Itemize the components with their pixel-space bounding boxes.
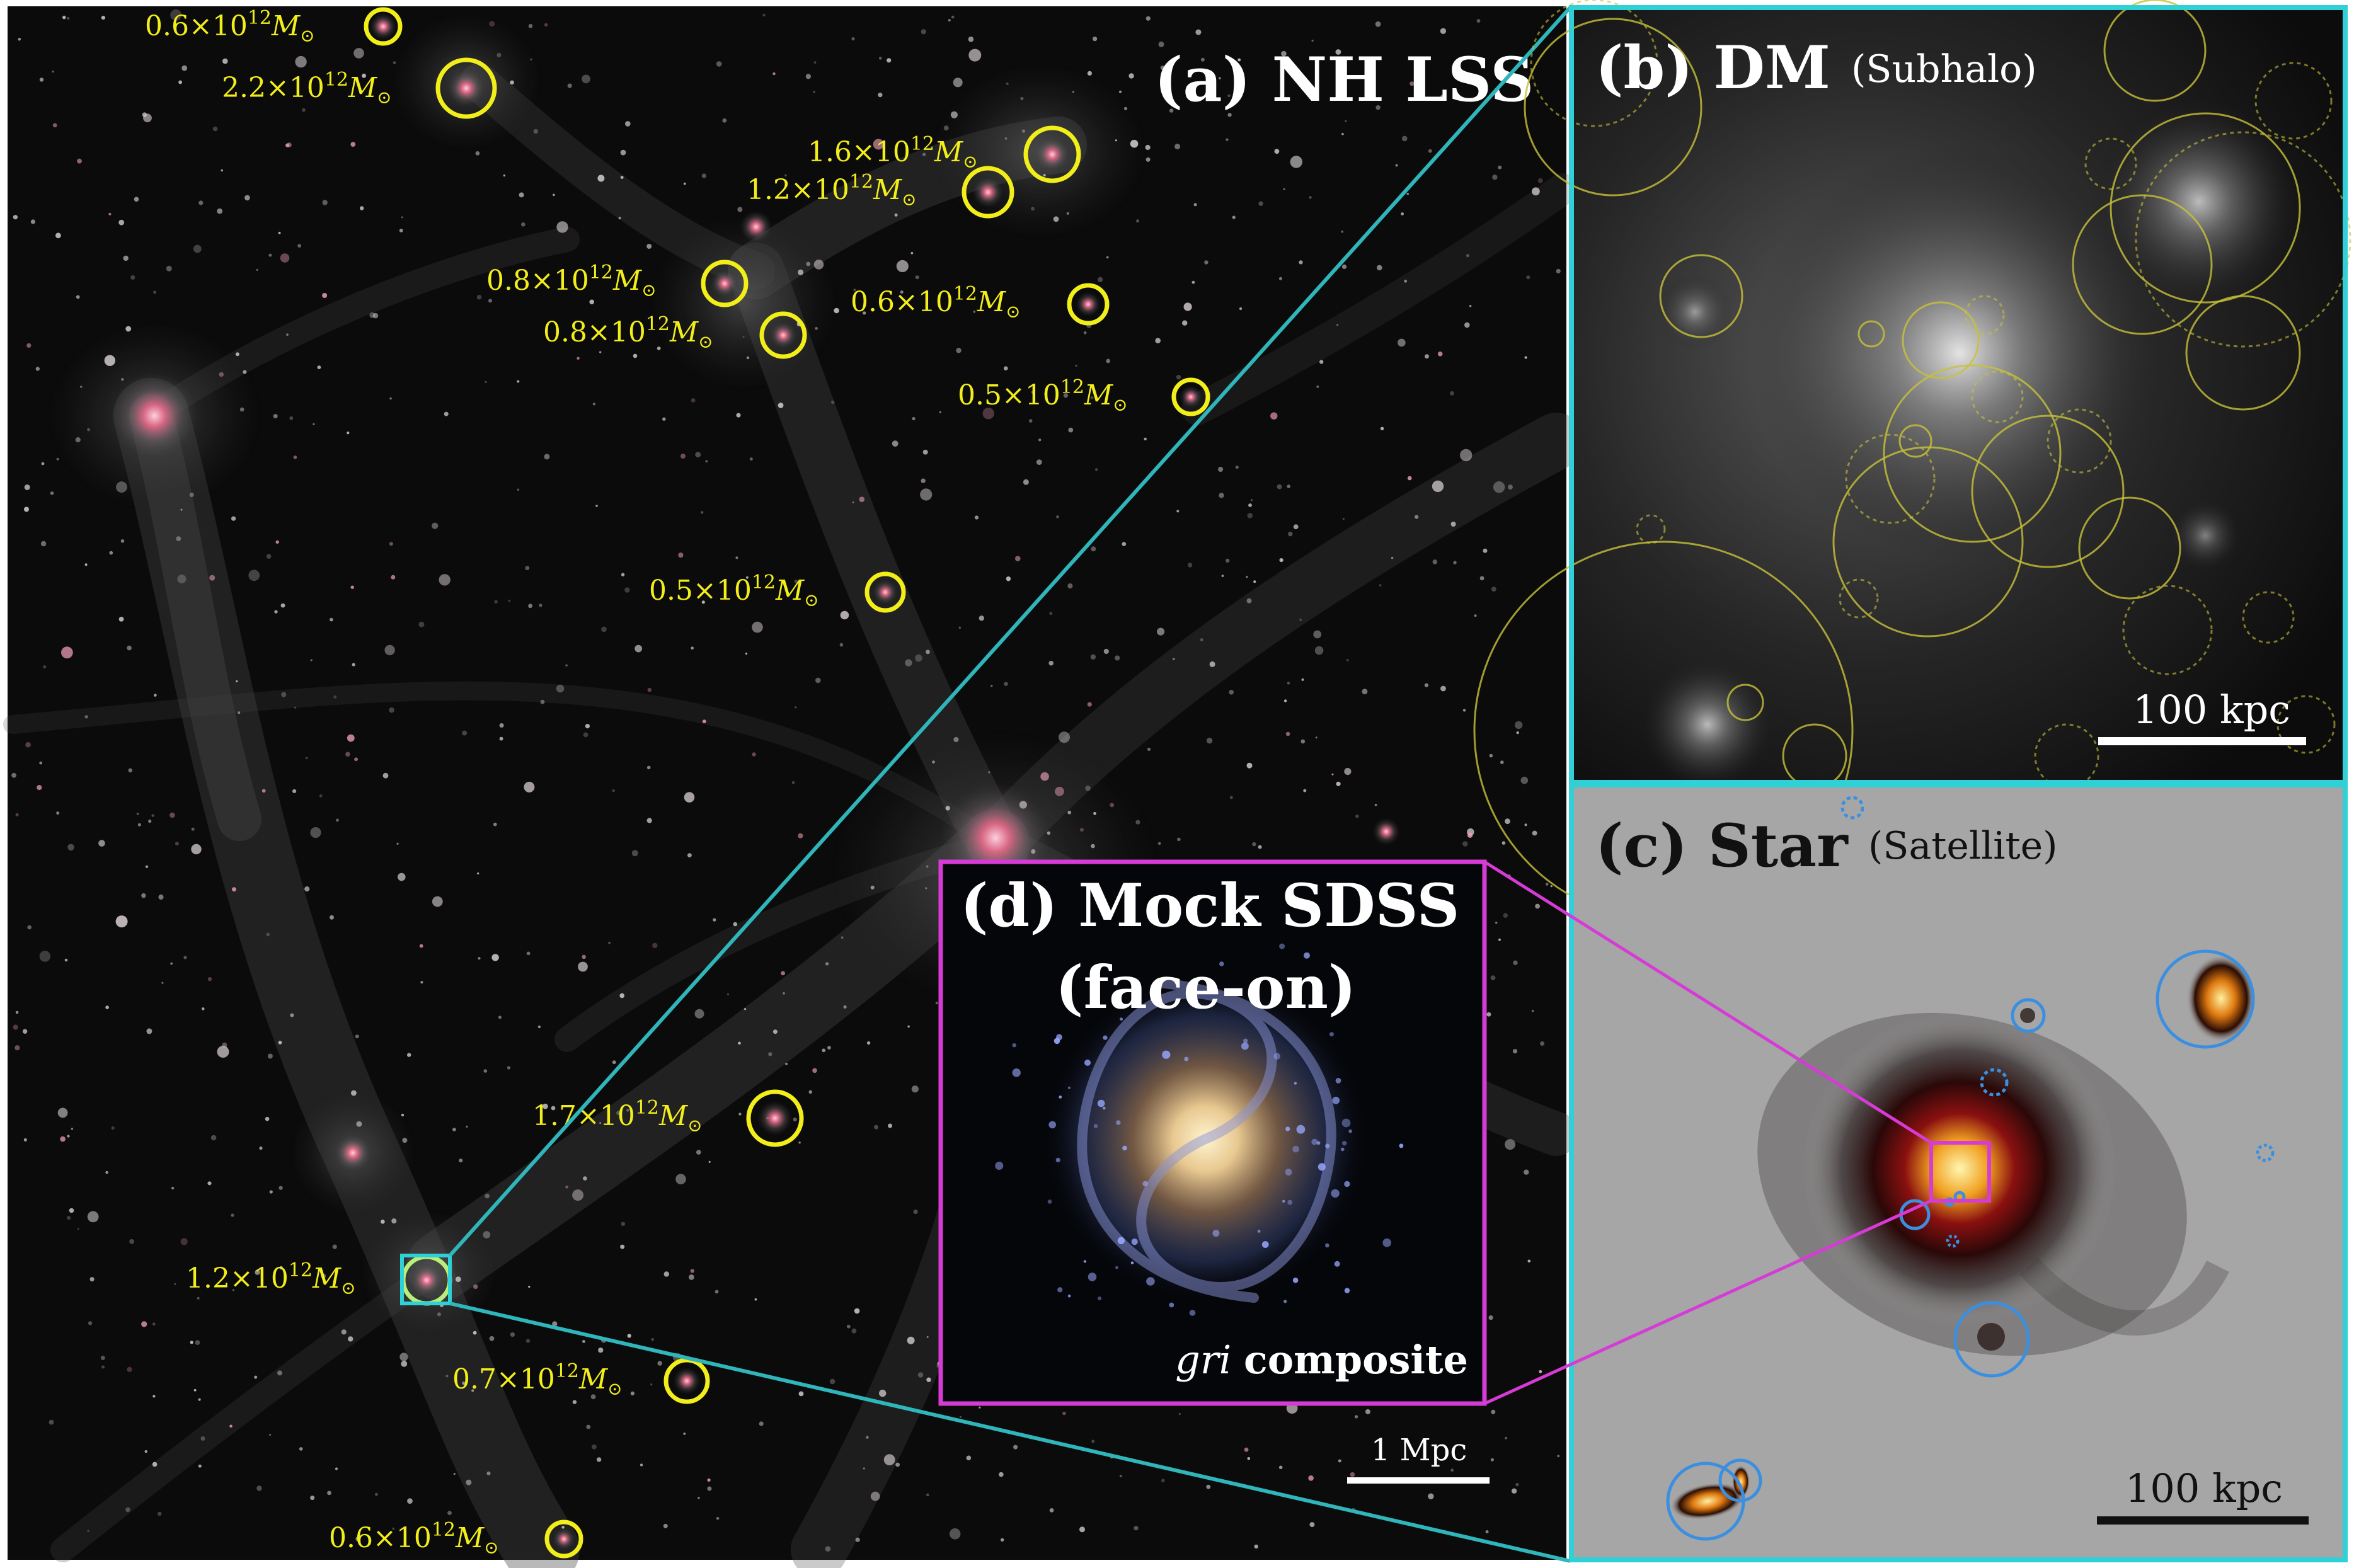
panel-a-title: (a) NH LSS bbox=[1154, 44, 1534, 115]
halo-mass-labels: 0.6×1012M⊙ 2.2×1012M⊙ 1.6×1012M⊙ 1.2×101… bbox=[145, 7, 1128, 1558]
scale-bar bbox=[2097, 1516, 2309, 1525]
halo-marker bbox=[364, 7, 403, 46]
spiral-arms bbox=[1077, 978, 1336, 1303]
halo-marker bbox=[663, 1358, 710, 1404]
halo-mass-label: 1.2×1012M⊙ bbox=[186, 1259, 356, 1298]
panel-b-title: (b) DM bbox=[1595, 33, 1830, 103]
satellite-marker bbox=[2256, 1143, 2275, 1162]
satellite-marker bbox=[1840, 796, 1864, 820]
panel-d-title-line2: (face-on) bbox=[1055, 953, 1356, 1022]
panel-c-scale-bar: 100 kpc bbox=[2097, 1465, 2309, 1525]
zoom-connectors-sdss bbox=[1483, 860, 1932, 1405]
halo-mass-label: 1.6×1012M⊙ bbox=[808, 133, 978, 172]
halo-marker bbox=[544, 1519, 583, 1559]
halo-marker bbox=[701, 260, 749, 307]
halo-mass-label: 0.8×1012M⊙ bbox=[543, 313, 713, 352]
halo-marker bbox=[435, 57, 497, 119]
scale-bar bbox=[1347, 1477, 1490, 1484]
satellite-marker bbox=[1946, 1234, 1960, 1248]
halo-mass-label: 0.5×1012M⊙ bbox=[649, 571, 819, 610]
satellite-marker bbox=[2156, 949, 2255, 1049]
halo-mass-label: 0.7×1012M⊙ bbox=[452, 1360, 623, 1399]
panel-c-star: (c) Star (Satellite) 100 kpc bbox=[1569, 782, 2348, 1562]
halo-marker bbox=[401, 1254, 452, 1306]
satellite-marker bbox=[2011, 998, 2046, 1033]
panel-c-frame bbox=[1569, 782, 2348, 1562]
subhalo-circles bbox=[1473, 0, 2351, 921]
halo-marker bbox=[962, 166, 1014, 219]
halo-mass-label: 2.2×1012M⊙ bbox=[222, 69, 392, 108]
halo-mass-label: 0.6×1012M⊙ bbox=[329, 1519, 499, 1558]
panel-b-scale-bar: 100 kpc bbox=[2098, 687, 2306, 745]
panel-b-subtitle: (Subhalo) bbox=[1851, 47, 2037, 91]
panel-d-caption: gri composite bbox=[1175, 1337, 1468, 1383]
halo-mass-label: 1.7×1012M⊙ bbox=[532, 1097, 703, 1136]
zoom-connectors-dm bbox=[400, 6, 1572, 1563]
halo-mass-label: 0.8×1012M⊙ bbox=[486, 261, 657, 300]
halo-mass-label: 1.2×1012M⊙ bbox=[747, 171, 917, 210]
halo-marker bbox=[1067, 283, 1110, 326]
panel-d-title-line1: (d) Mock SDSS bbox=[960, 871, 1459, 941]
zoom-box-sdss bbox=[1929, 1141, 1991, 1203]
satellite-marker bbox=[1718, 1458, 1762, 1502]
zoom-box-halo bbox=[400, 1254, 452, 1305]
satellite-marker bbox=[1953, 1301, 2030, 1378]
halo-marker bbox=[1171, 377, 1210, 416]
dm-density bbox=[1638, 94, 2306, 794]
halo-mass-label: 0.5×1012M⊙ bbox=[958, 376, 1128, 415]
panel-b-dm: (b) DM (Subhalo) 100 kpc bbox=[1473, 0, 2351, 921]
scale-bar-label: 100 kpc bbox=[2125, 1465, 2283, 1511]
panel-d-frame bbox=[938, 859, 1487, 1406]
star-forming-knots bbox=[995, 943, 1404, 1316]
halo-marker bbox=[759, 311, 807, 359]
halo-marker bbox=[746, 1089, 804, 1147]
panel-d-mock-sdss: (d) Mock SDSS (face-on) gri composite bbox=[938, 859, 1487, 1406]
halo-marker bbox=[864, 571, 906, 613]
halo-mass-label: 0.6×1012M⊙ bbox=[851, 283, 1021, 322]
scale-bar bbox=[2098, 737, 2306, 745]
stellar-halo bbox=[1670, 954, 2256, 1520]
scale-bar-label: 1 Mpc bbox=[1371, 1433, 1467, 1468]
scale-bar-label: 100 kpc bbox=[2133, 687, 2290, 733]
halo-marker bbox=[1023, 125, 1081, 183]
satellite-marker bbox=[1980, 1068, 2009, 1097]
panel-c-subtitle: (Satellite) bbox=[1868, 824, 2058, 868]
halo-mass-label: 0.6×1012M⊙ bbox=[145, 7, 315, 46]
panel-c-title: (c) Star bbox=[1595, 811, 1849, 881]
satellite-markers bbox=[1666, 796, 2275, 1541]
panel-a-scale-bar: 1 Mpc bbox=[1347, 1433, 1490, 1484]
